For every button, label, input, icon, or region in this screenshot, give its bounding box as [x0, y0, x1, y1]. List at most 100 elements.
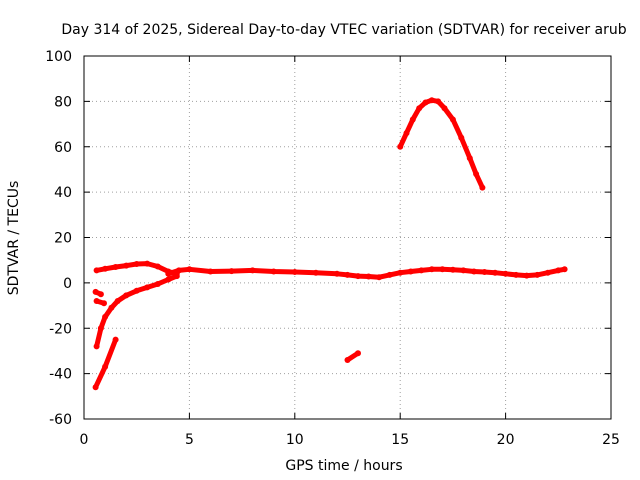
chart-title: Day 314 of 2025, Sidereal Day-to-day VTE… [61, 22, 626, 38]
data-point [312, 269, 319, 276]
x-tick-label: 20 [497, 432, 515, 448]
data-point [449, 266, 456, 273]
series-line [397, 97, 485, 191]
data-point [93, 298, 100, 304]
data-point [123, 262, 130, 269]
data-point [460, 267, 467, 274]
series-low-segment [92, 336, 119, 391]
y-axis-ticks: -60 -40 -20 0 20 40 60 80 100 [45, 49, 611, 428]
data-point [291, 269, 298, 275]
data-point [175, 267, 182, 274]
y-tick-label: 100 [45, 49, 72, 65]
data-point [92, 384, 99, 391]
data-point [112, 336, 119, 343]
data-point [492, 269, 499, 276]
x-tick-label: 25 [602, 432, 620, 448]
data-point [355, 273, 361, 280]
data-point [523, 272, 530, 279]
data-point [112, 264, 119, 270]
data-point [114, 298, 121, 304]
data-point [416, 105, 423, 112]
data-point [502, 270, 509, 277]
data-point [344, 271, 351, 278]
x-tick-label: 15 [391, 432, 409, 448]
x-axis-ticks: 0 5 10 15 20 25 [80, 56, 620, 448]
data-point [513, 271, 520, 278]
data-series [92, 97, 568, 391]
data-point [102, 313, 109, 320]
data-point [165, 270, 172, 277]
data-point [249, 267, 256, 274]
data-point [355, 350, 361, 357]
y-tick-label: 60 [54, 140, 72, 156]
data-point [422, 99, 429, 106]
series-short-segment-b [93, 298, 107, 307]
plot-frame [83, 55, 612, 420]
data-point [97, 291, 104, 298]
data-point [386, 271, 393, 278]
data-point [101, 300, 107, 307]
y-tick-label: 40 [54, 185, 72, 201]
data-point [479, 184, 486, 191]
data-point [544, 269, 551, 276]
data-point [334, 270, 340, 277]
data-point [102, 265, 109, 272]
data-point [123, 292, 130, 299]
data-point [144, 260, 151, 267]
data-point [435, 98, 442, 105]
data-point [207, 268, 214, 275]
data-point [481, 269, 488, 275]
data-point [365, 273, 372, 280]
data-point [93, 343, 100, 350]
x-tick-label: 5 [185, 432, 194, 448]
data-point [428, 266, 435, 273]
data-point [154, 281, 161, 287]
data-point [397, 143, 404, 150]
data-point [102, 363, 109, 370]
data-point [165, 276, 172, 283]
y-tick-label: 80 [54, 94, 72, 110]
data-point [428, 97, 435, 104]
data-point [473, 171, 480, 177]
data-point [144, 284, 151, 291]
data-point [407, 268, 414, 275]
data-point [409, 116, 416, 123]
y-tick-label: -20 [49, 321, 72, 337]
data-point [397, 269, 404, 276]
data-point [344, 357, 351, 363]
series-line [94, 273, 180, 349]
grid [84, 56, 611, 419]
x-axis-label: GPS time / hours [285, 458, 402, 474]
y-tick-label: 0 [63, 276, 72, 292]
data-point [270, 268, 277, 275]
data-point [466, 155, 473, 162]
y-axis-label: SDTVAR / TECUs [6, 181, 22, 296]
data-point [555, 267, 562, 274]
data-point [458, 134, 465, 141]
y-tick-label: 20 [54, 231, 72, 247]
y-tick-label: -40 [49, 367, 72, 383]
series-isolated-segment [344, 350, 361, 363]
data-point [471, 268, 477, 275]
data-point [441, 105, 448, 112]
data-point [186, 266, 193, 273]
x-tick-label: 0 [80, 432, 89, 448]
series-arc [397, 97, 486, 191]
series-short-segment-a [92, 288, 104, 298]
data-point [376, 274, 383, 281]
y-tick-label: -60 [49, 412, 72, 428]
data-point [92, 288, 99, 295]
data-point [439, 266, 446, 273]
data-point [534, 271, 541, 278]
data-point [154, 263, 161, 270]
data-point [449, 116, 456, 123]
data-point [403, 130, 410, 137]
data-point [561, 266, 568, 273]
data-point [418, 267, 425, 274]
data-point [108, 304, 115, 311]
data-point [133, 287, 140, 294]
data-point [173, 273, 180, 280]
data-point [97, 325, 104, 332]
x-tick-label: 10 [286, 432, 304, 448]
data-point [228, 268, 235, 275]
